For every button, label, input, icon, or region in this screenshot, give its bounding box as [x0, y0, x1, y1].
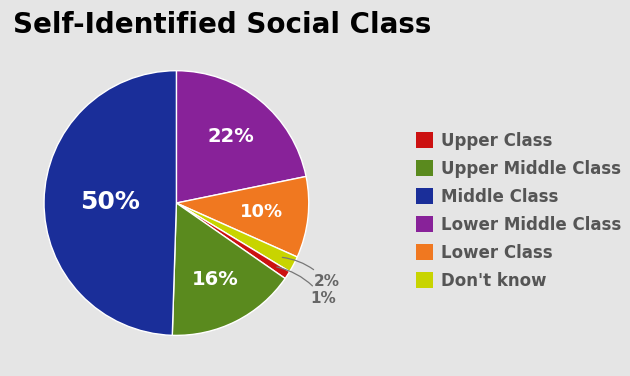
- Text: 2%: 2%: [282, 257, 340, 289]
- Wedge shape: [44, 71, 176, 335]
- Wedge shape: [176, 203, 290, 279]
- Text: 1%: 1%: [277, 267, 336, 306]
- Text: 50%: 50%: [80, 190, 140, 214]
- Wedge shape: [176, 176, 309, 257]
- Text: 22%: 22%: [207, 127, 254, 146]
- Legend: Upper Class, Upper Middle Class, Middle Class, Lower Middle Class, Lower Class, : Upper Class, Upper Middle Class, Middle …: [416, 132, 622, 290]
- Wedge shape: [176, 203, 297, 271]
- Text: 16%: 16%: [192, 270, 239, 290]
- Text: Self-Identified Social Class: Self-Identified Social Class: [13, 11, 431, 39]
- Wedge shape: [172, 203, 285, 335]
- Wedge shape: [176, 71, 306, 203]
- Text: 10%: 10%: [241, 203, 284, 221]
